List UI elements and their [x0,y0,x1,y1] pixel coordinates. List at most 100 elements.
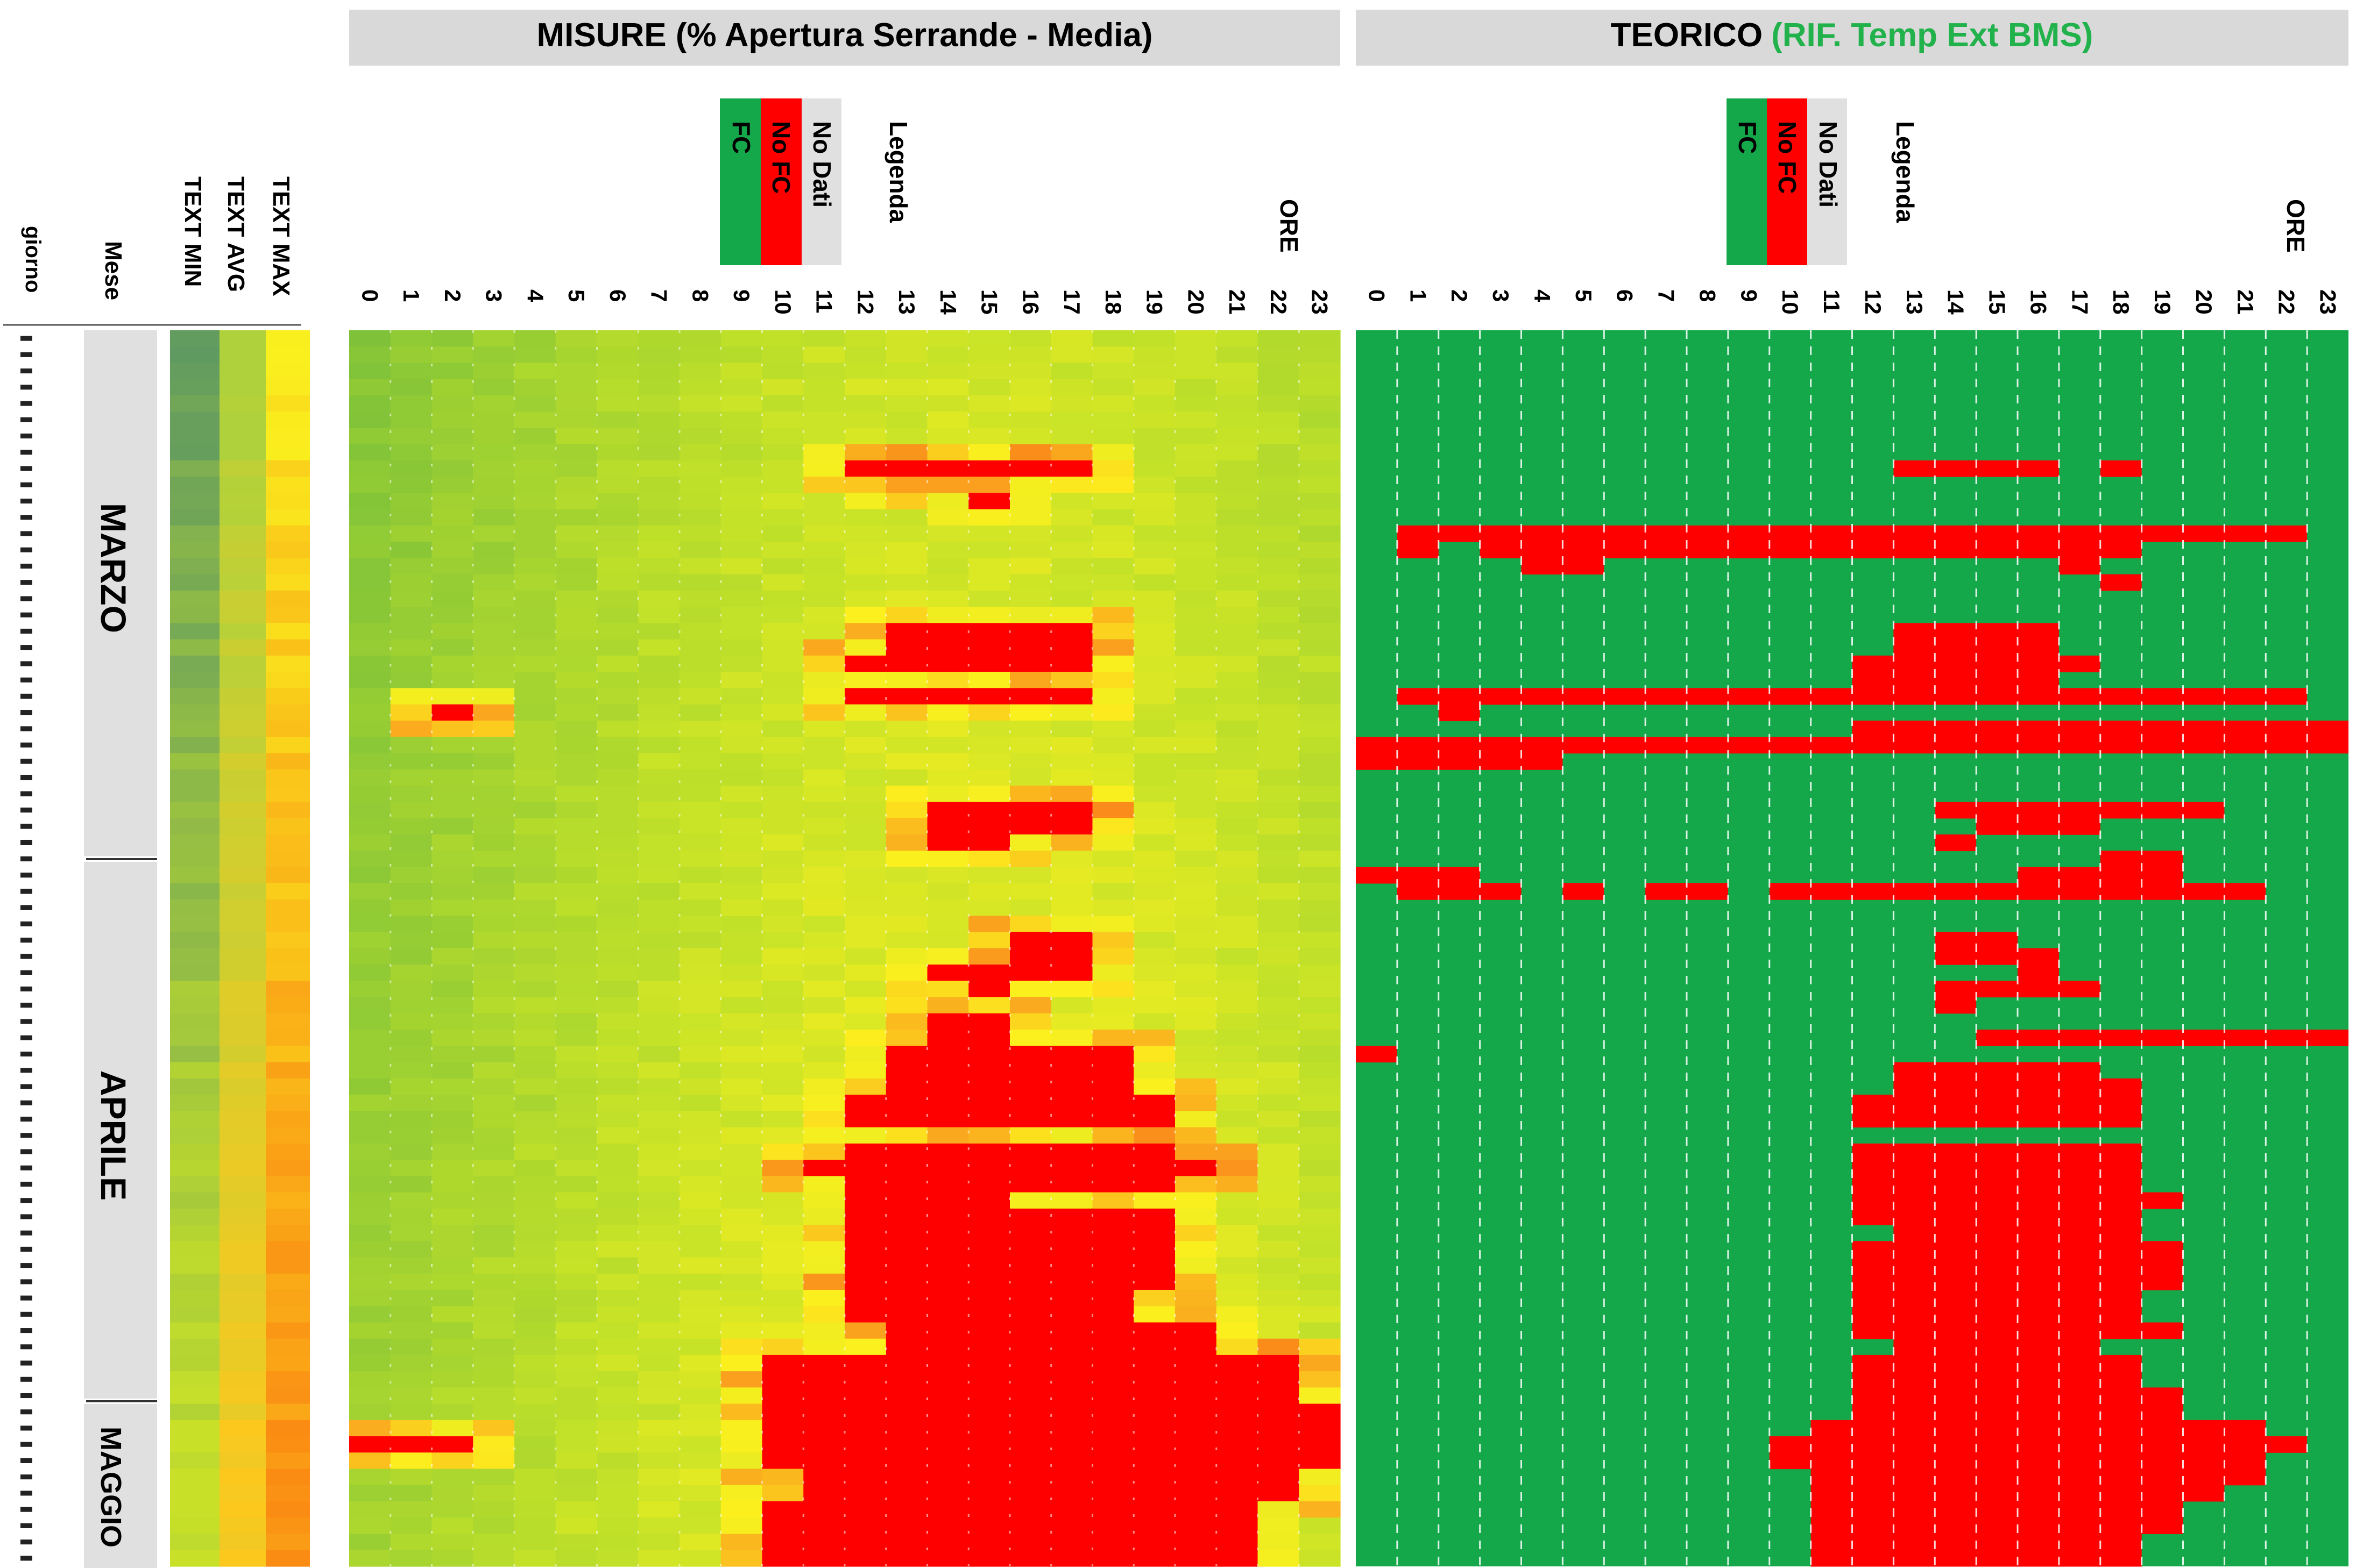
misure-cell [1299,1078,1341,1095]
misure-cell [845,1354,887,1372]
misure-cell [762,460,804,477]
misure-cell [1010,1338,1052,1356]
misure-cell [390,883,433,900]
text-min-cell [170,623,220,640]
text-min-cell [170,558,220,575]
misure-cell [927,704,969,721]
misure-cell [555,1468,598,1486]
misure-cell [1010,525,1052,542]
misure-cell [1299,818,1341,835]
misure-cell [968,346,1010,364]
text-max-cell [266,509,310,526]
misure-cell [597,655,639,672]
misure-cell [968,574,1010,591]
misure-cell [1134,346,1176,364]
misure-cell [1051,411,1093,429]
misure-cell [514,704,556,721]
text-avg-cell [220,1241,266,1258]
misure-cell [762,1062,804,1079]
month-panel: MARZO APRILE MAGGIO [84,330,157,1568]
misure-cell [720,1485,763,1502]
misure-cell [597,834,639,852]
misure-cell [1257,1111,1299,1128]
teorico-legend-nodata-label: No Dati [1814,121,1842,208]
misure-cell [555,736,598,754]
misure-cell [720,769,763,786]
text-min-cell [170,997,220,1014]
misure-cell [1216,1517,1258,1535]
misure-cell [968,932,1010,949]
misure-cell [680,330,721,347]
misure-cell [762,1078,804,1095]
misure-cell [1299,1534,1341,1551]
misure-cell [1257,1013,1299,1030]
text-avg-cell [220,720,266,737]
misure-cell [803,1143,845,1160]
misure-cell [720,671,763,689]
misure-cell [720,411,763,429]
misure-cell [680,1030,721,1047]
misure-cell [473,1062,515,1079]
misure-cell [1257,1517,1299,1535]
misure-cell [349,1387,391,1404]
misure-cell [845,1322,887,1339]
misure-cell [1175,932,1217,949]
misure-title-bar [349,10,1340,66]
misure-cell [349,834,391,852]
misure-cell [1010,1420,1052,1437]
misure-cell [927,639,969,656]
misure-cell [597,1517,639,1535]
text-min-cell [170,1046,220,1063]
misure-cell [597,867,639,884]
misure-cell [1134,1013,1176,1030]
misure-cell [597,590,639,607]
misure-cell [886,411,928,429]
misure-cell [1051,1485,1093,1502]
misure-cell [1010,867,1052,884]
misure-cell [1216,883,1258,900]
misure-cell [431,1143,473,1160]
misure-cell [886,509,928,526]
misure-cell [597,688,639,705]
misure-cell [349,769,391,786]
misure-cell [514,1208,556,1225]
misure-cell [555,769,598,786]
teorico-ore-label: ORE [2282,199,2310,253]
misure-cell [1216,1485,1258,1502]
misure-cell [886,883,928,900]
misure-cell [1257,1046,1299,1063]
misure-cell [514,1095,556,1111]
misure-cell [473,1306,515,1323]
misure-cell [762,818,804,835]
misure-cell [1216,460,1258,477]
misure-cell [720,574,763,591]
misure-cell [1134,395,1176,412]
misure-cell [1299,720,1341,737]
misure-cell [1257,558,1299,575]
misure-cell [431,395,473,412]
misure-cell [680,948,721,965]
misure-cell [473,346,515,364]
misure-cell [968,460,1010,477]
misure-cell [968,850,1010,868]
misure-cell [638,1289,680,1307]
misure-cell [431,688,473,705]
day-label-mark [20,1279,32,1285]
misure-cell [597,444,639,461]
misure-cell [845,916,887,933]
misure-cell [349,704,391,721]
misure-cell [803,948,845,965]
misure-cell [1216,1534,1258,1551]
misure-cell [968,623,1010,640]
day-label-mark [20,1556,32,1561]
misure-cell [845,1306,887,1323]
teorico-legend-nofc-swatch [1767,98,1807,265]
misure-cell [431,785,473,803]
misure-cell [845,444,887,461]
misure-ore-label: ORE [1275,199,1303,253]
day-label-mark [20,1084,32,1089]
misure-cell [638,1534,680,1551]
misure-cell [720,1111,763,1128]
misure-cell [473,801,515,819]
misure-cell [1092,834,1134,852]
